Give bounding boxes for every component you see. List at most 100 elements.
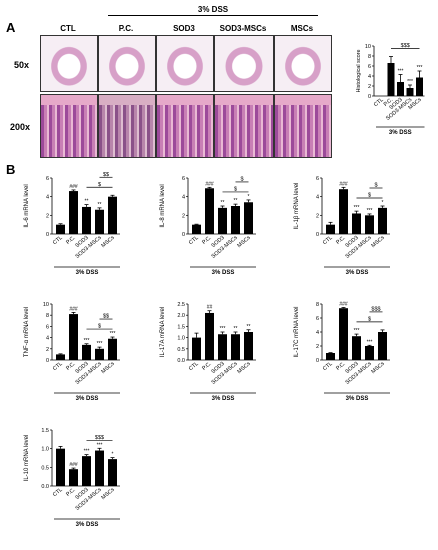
significance-mark: ** [221,200,225,206]
x-tick-label: P.C. [65,235,77,246]
x-tick-label: CTL [188,361,200,372]
bar [218,334,227,360]
comparison-label: $ [240,176,243,182]
significance-mark: * [248,194,250,200]
panel-b-letter: B [6,162,16,177]
y-tick-label: 0 [46,232,49,238]
x-tick-label: CTL [52,235,64,246]
x-tick-label: CTL [322,361,334,372]
y-axis-label: IL-8 mRNA level [160,184,166,227]
y-tick-label: 2 [316,344,319,350]
bar [397,82,404,96]
mag-50-label: 50x [14,60,30,70]
micrograph-mscs-200x [274,94,332,158]
comparison-label: $ [374,183,377,189]
treatment-label: 3% DSS [197,5,229,14]
panel-a-letter: A [6,20,16,35]
y-tick-label: 0 [316,232,319,238]
y-tick-label: 4 [46,195,49,201]
micrograph-sod3-50x [156,35,214,92]
x-tick-label: P.C. [201,361,213,372]
chart-il17a: IL-17A mRNA level 0.0 0.5 1.0 1.5 2.0 2.5 CTL ##… [160,302,256,402]
y-axis-label: IL-17C mRNA level [294,306,300,357]
bar [69,314,78,360]
bar [231,334,240,360]
micrograph-ctl-200x [40,94,98,158]
bar [231,206,240,234]
comparison-label: $ [368,193,371,199]
x-tick-label: MSCs [236,235,252,249]
significance-mark: *** [97,442,103,448]
chart-histological-score: Histological score0246810CTLP.C.***SOD3*… [356,43,425,136]
x-tick-label: MSCs [100,487,116,501]
y-tick-label: 4 [182,195,185,201]
significance-mark: *** [367,339,373,345]
significance-mark: ** [234,326,238,332]
group-label: 3% DSS [346,396,369,402]
significance-mark: *** [84,449,90,455]
x-tick-label: MSCs [100,361,116,375]
y-tick-label: 6 [46,176,49,182]
significance-mark: ### [69,462,78,468]
comparison-label: $$ [103,172,109,178]
x-tick-label: MSCs [100,235,116,249]
bar [192,337,201,360]
x-tick-label: P.C. [65,361,77,372]
y-tick-label: 6 [368,64,371,70]
y-tick-label: 6 [316,176,319,182]
significance-mark: *** [367,208,373,214]
bar [244,202,253,234]
bar [416,77,423,96]
x-tick-label: MSCs [236,361,252,375]
bar [56,354,65,360]
bar [82,344,91,360]
y-tick-label: 1.0 [177,336,185,342]
y-tick-label: 4 [316,195,319,201]
bar [69,191,78,234]
y-tick-label: 6 [182,176,185,182]
y-tick-label: 0 [316,358,319,364]
bar [339,308,348,360]
significance-mark: *** [407,79,413,85]
y-tick-label: 1.5 [177,324,185,330]
bar [326,224,335,234]
significance-mark: ### [69,306,78,312]
micrograph-sod3-200x [156,94,214,158]
y-tick-label: 1.0 [41,447,49,453]
bar [218,207,227,234]
significance-mark: *** [417,65,423,71]
col-label-mscs: MSCs [290,24,314,33]
bar [56,448,65,486]
bar [244,332,253,360]
significance-mark: ** [98,202,102,208]
bar [95,348,104,360]
significance-mark: ## [207,305,213,311]
chart-il1b: IL-1β mRNA level0246CTL###P.C.***SOD3***… [294,176,390,276]
bar [406,88,414,96]
y-tick-label: 2 [368,84,371,90]
y-tick-label: 0.5 [177,347,185,353]
chart-il8: IL-8 mRNA level0246CTL###P.C.**SOD3**SOD… [160,176,256,276]
chart-il6: IL-6 mRNA level0246CTL###P.C.**SOD3**SOD… [24,172,120,276]
bar [192,224,201,234]
y-tick-label: 10 [365,44,371,50]
x-tick-label: P.C. [335,361,347,372]
x-tick-label: P.C. [335,235,347,246]
significance-mark: *** [354,328,360,334]
micrograph-pc-200x [98,94,156,158]
x-tick-label: P.C. [201,235,213,246]
significance-mark: *** [110,331,116,337]
comparison-label: $ [98,324,101,330]
group-label: 3% DSS [346,270,369,276]
y-tick-label: 0 [368,94,371,100]
group-label: 3% DSS [76,522,99,528]
y-tick-label: 0 [182,232,185,238]
bar [378,332,387,360]
micrograph-pc-50x [98,35,156,92]
group-label: 3% DSS [76,396,99,402]
bar [365,215,374,234]
y-tick-label: 4 [368,74,371,80]
y-tick-label: 8 [316,302,319,308]
y-axis-label: IL-6 mRNA level [24,184,30,227]
treatment-line [108,15,318,16]
